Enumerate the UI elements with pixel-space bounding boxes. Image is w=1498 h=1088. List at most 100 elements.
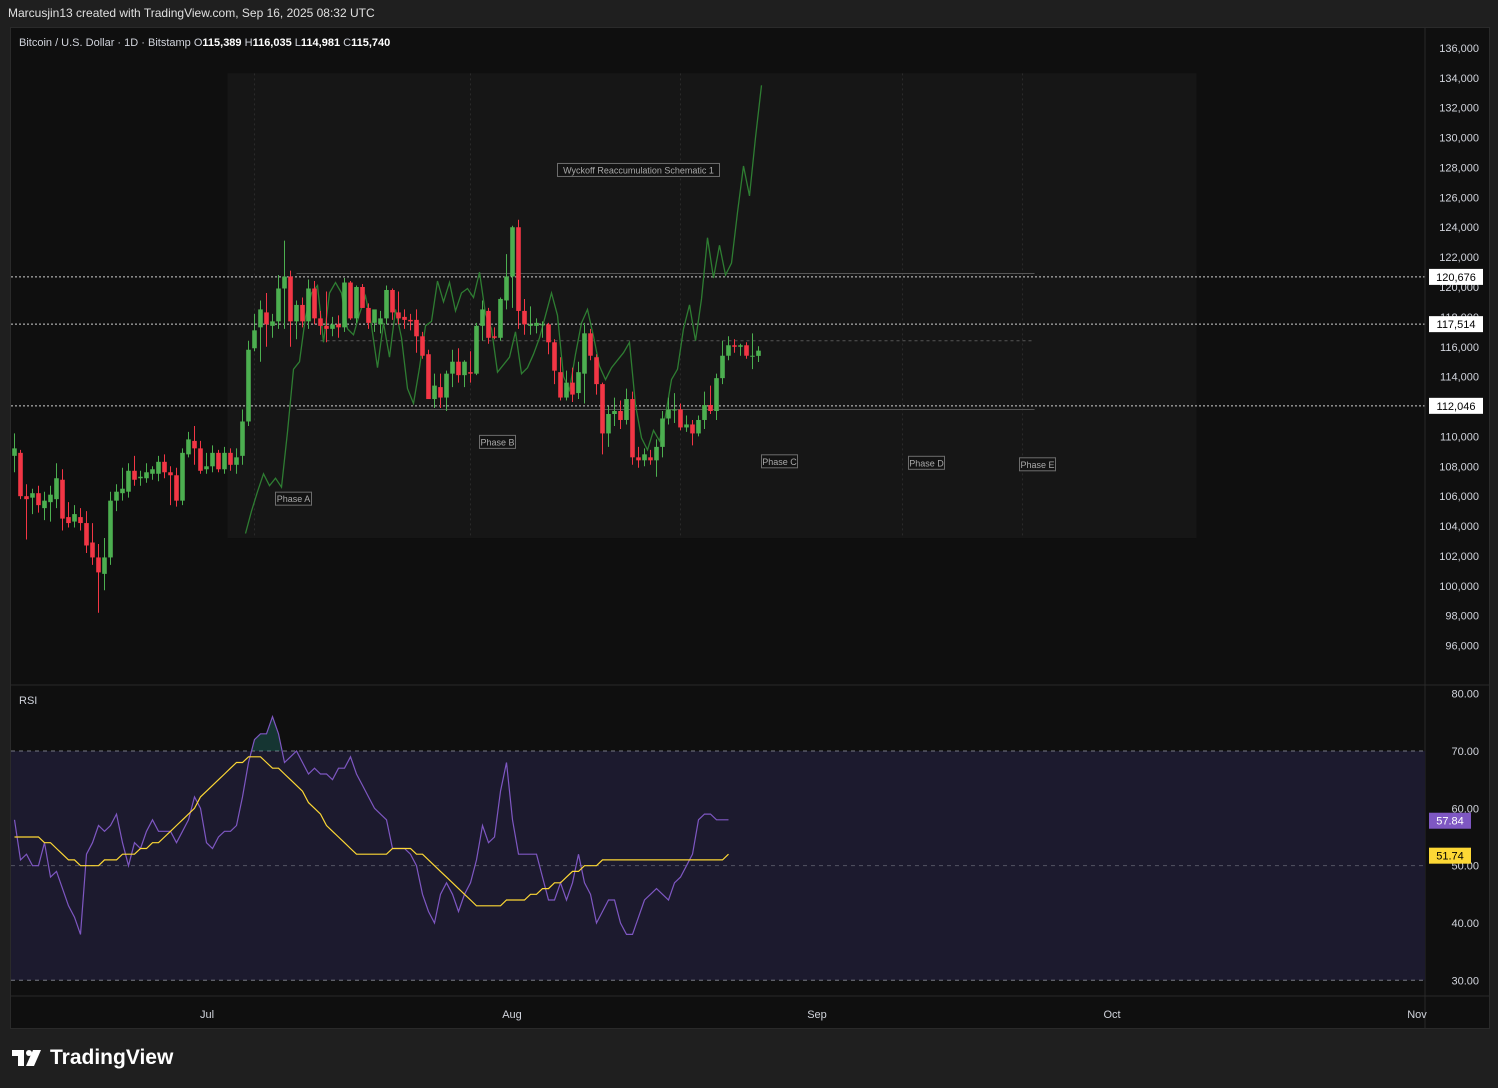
candle (156, 455, 161, 482)
candle (678, 403, 683, 431)
annotation-label: Phase C (762, 457, 797, 467)
candle-body (444, 373, 449, 398)
candle-body (108, 500, 113, 558)
candle (372, 309, 377, 332)
candle-body (756, 350, 761, 356)
candle-body (96, 557, 101, 573)
candle (636, 446, 641, 468)
candle (480, 300, 485, 341)
candle (690, 419, 695, 446)
price-tick-label: 132,000 (1439, 103, 1479, 115)
candle-body (150, 469, 155, 474)
candle (60, 469, 65, 531)
candle (756, 346, 761, 362)
rsi-value-badge-text: 57.84 (1436, 816, 1464, 828)
candle (324, 291, 329, 343)
rsi-title: RSI (19, 695, 37, 707)
candle (18, 449, 23, 500)
price-tick-label: 108,000 (1439, 461, 1479, 473)
price-tick-label: 100,000 (1439, 581, 1479, 593)
time-tick-label: Aug (502, 1009, 522, 1021)
candle (282, 240, 287, 329)
price-level-badge (1429, 316, 1483, 333)
candle (270, 313, 275, 338)
candle-body (420, 336, 425, 356)
candle (252, 313, 257, 352)
price-level-badge (1429, 268, 1483, 285)
candle-body (438, 387, 443, 398)
candle (570, 367, 575, 403)
candle (444, 370, 449, 412)
candle-body (72, 514, 77, 522)
brand-name: TradingView (50, 1046, 174, 1069)
candle (666, 397, 671, 425)
header-span: O (194, 37, 203, 49)
candle (276, 275, 281, 329)
candle (192, 425, 197, 465)
candle (420, 331, 425, 359)
candle (468, 351, 473, 383)
candle-body (342, 282, 347, 328)
candle (312, 281, 317, 325)
candle (108, 491, 113, 565)
candle (366, 303, 371, 329)
candle-body (396, 312, 401, 319)
candle-body (270, 321, 275, 326)
candle-body (12, 448, 17, 456)
chart-canvas[interactable]: Wyckoff Reaccumulation Schematic 1 Phase … (11, 28, 1489, 1028)
candle-body (528, 324, 533, 326)
candle-body (582, 333, 587, 374)
annotation-box (557, 162, 720, 177)
candle (624, 388, 629, 425)
candle (210, 445, 215, 473)
price-level-badge-text: 120,676 (1436, 272, 1476, 284)
candle (114, 484, 119, 512)
tradingview-logo[interactable]: TradingView (12, 1044, 173, 1072)
candle-body (510, 227, 515, 277)
candle-body (630, 399, 635, 458)
candle (402, 309, 407, 329)
candle (54, 463, 59, 509)
candle-body (564, 382, 569, 398)
candle (162, 454, 167, 479)
price-level-badge-text: 112,046 (1437, 401, 1476, 413)
candle (216, 449, 221, 473)
candle-body (264, 312, 269, 325)
candle-body (486, 310, 491, 338)
header-span: Bitcoin / U.S. Dollar · 1D · Bitstamp (19, 37, 194, 49)
candle (150, 466, 155, 480)
candle (426, 349, 431, 400)
candle (564, 370, 569, 401)
candle-body (300, 304, 305, 322)
candle (606, 406, 611, 447)
candle (708, 385, 713, 414)
candle-body (678, 409, 683, 428)
candle (600, 382, 605, 455)
candle (30, 488, 35, 515)
chart-frame[interactable]: Wyckoff Reaccumulation Schematic 1 Phase … (10, 27, 1490, 1029)
candle-body (222, 452, 227, 470)
candle (510, 225, 515, 308)
candle-body (156, 461, 161, 474)
price-tick-label: 106,000 (1439, 491, 1479, 503)
candle (24, 484, 29, 540)
candle (12, 433, 17, 473)
candle-body (240, 421, 245, 456)
candle-body (570, 382, 575, 395)
time-tick-label: Sep (807, 1009, 827, 1021)
header-span: C (343, 37, 351, 49)
candle (498, 297, 503, 341)
candle-body (474, 325, 479, 374)
header-span: 115,740 (351, 37, 390, 49)
candle-body (540, 324, 545, 326)
candle (594, 354, 599, 395)
time-tick-label: Oct (1103, 1009, 1120, 1021)
candle-body (210, 452, 215, 467)
annotation-box (1019, 457, 1056, 472)
candle (138, 470, 143, 486)
rsi-tick-label: 60.00 (1451, 803, 1479, 815)
candle-body (258, 309, 263, 328)
candle (66, 502, 71, 528)
candle (132, 455, 137, 486)
header-span: 114,981 (301, 37, 343, 49)
